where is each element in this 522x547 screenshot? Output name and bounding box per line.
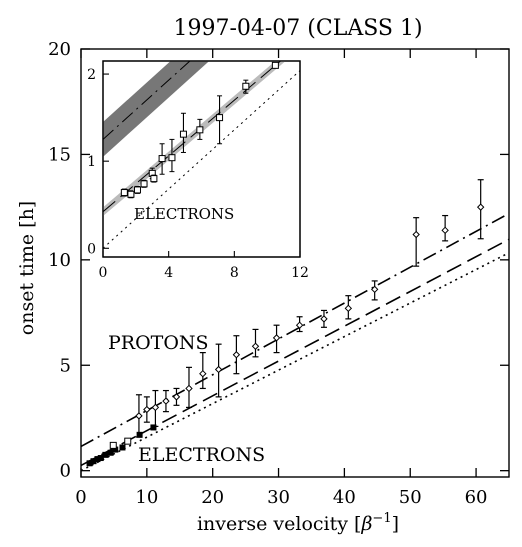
inset-bands <box>103 61 286 217</box>
x-tick-label: 50 <box>399 487 422 508</box>
proton-point <box>272 334 281 342</box>
electron-point <box>94 456 101 463</box>
proton-point <box>214 365 223 374</box>
y-tick-label: 20 <box>48 39 71 60</box>
inset-electron-point <box>150 175 158 183</box>
y-axis-label: onset time [h] <box>16 201 38 335</box>
x-tick-label: 60 <box>465 487 488 508</box>
x-tick-label: 20 <box>201 487 224 508</box>
x-axis-label-main: inverse velocity [ <box>197 513 361 535</box>
electron-point <box>97 455 104 462</box>
proton-point <box>476 203 485 211</box>
y-tick-label: 10 <box>48 250 71 271</box>
proton-point <box>143 405 151 414</box>
uncertainty-band <box>103 61 286 217</box>
proton-point <box>441 226 449 235</box>
x-axis-label-symbol: β <box>360 513 372 535</box>
x-axis-label-exponent: −1 <box>372 511 391 526</box>
dotted-fit-line <box>80 252 510 472</box>
inset-y-tick-label: 1 <box>87 154 96 170</box>
protons-annotation: PROTONS <box>108 332 209 354</box>
electron-point <box>102 451 109 458</box>
inset-electron-point <box>196 126 204 134</box>
inset-dotted-line <box>103 70 300 249</box>
x-axis-label: inverse velocity [β−1] <box>197 511 399 535</box>
proton-point <box>135 412 143 420</box>
inset-electron-point <box>242 82 250 90</box>
inset-electrons-annotation: ELECTRONS <box>134 205 234 223</box>
electron-point <box>90 458 97 465</box>
uncertainty-band <box>103 61 210 157</box>
x-tick-label: 10 <box>135 487 158 508</box>
inset-electron-point <box>216 114 224 122</box>
plot-frame <box>80 48 510 478</box>
electrons-annotation: ELECTRONS <box>138 444 265 466</box>
electron-point <box>150 424 157 431</box>
proton-point <box>232 351 241 359</box>
inset-electron-point <box>133 186 141 194</box>
proton-point <box>151 403 160 412</box>
inset-electron-point <box>168 154 176 162</box>
proton-point <box>199 369 207 378</box>
y-tick-label: 15 <box>48 144 71 165</box>
x-tick-label: 30 <box>267 487 290 508</box>
inset-x-tick-label: 4 <box>164 265 173 281</box>
electron-open-point <box>109 441 117 449</box>
x-tick-label: 0 <box>75 487 86 508</box>
inset-electron-point <box>120 189 128 197</box>
electron-point <box>86 460 93 467</box>
proton-point <box>295 321 304 329</box>
electron-point <box>136 431 143 438</box>
electron-point <box>119 444 126 451</box>
inset-electron-point <box>158 155 166 163</box>
inset-data-points <box>120 61 279 199</box>
x-axis-label-end: ] <box>392 513 399 535</box>
y-tick-label: 5 <box>60 355 71 376</box>
electron-open-point <box>124 437 132 445</box>
proton-point <box>185 384 193 393</box>
y-tick-label: 0 <box>60 461 71 482</box>
inset-electron-point <box>127 190 135 198</box>
proton-point <box>320 315 328 323</box>
proton-point <box>172 393 181 401</box>
inset-electron-point <box>179 130 187 138</box>
inset-x-tick-label: 8 <box>230 265 239 281</box>
proton-point <box>162 397 170 405</box>
electron-point <box>112 446 119 453</box>
inset-frame <box>102 60 301 258</box>
main-data-points <box>86 179 485 467</box>
inset-y-tick-label: 2 <box>87 67 96 83</box>
proton-point <box>370 285 379 294</box>
inset-x-tick-label: 0 <box>99 265 108 281</box>
electron-point <box>107 449 114 456</box>
inset-y-tick-label: 0 <box>87 241 96 257</box>
inset-electron-point <box>140 180 148 188</box>
inset-x-tick-label: 12 <box>291 265 309 281</box>
chart-title: 1997-04-07 (CLASS 1) <box>173 16 422 41</box>
proton-point <box>344 304 353 313</box>
x-tick-label: 40 <box>333 487 356 508</box>
proton-point <box>412 230 420 239</box>
inset-electron-point <box>271 61 279 69</box>
proton-point <box>251 342 260 350</box>
